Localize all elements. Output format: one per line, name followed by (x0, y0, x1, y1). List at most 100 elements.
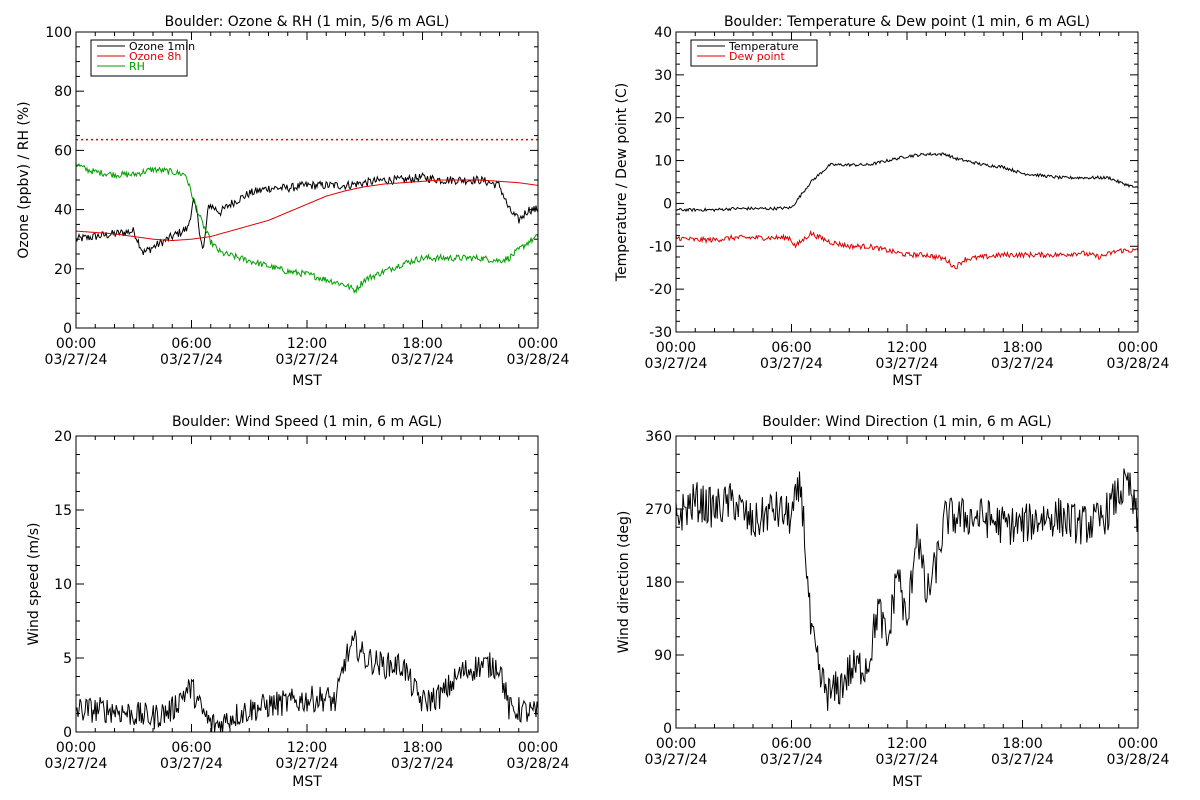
x-tick-time: 00:00 (656, 340, 696, 356)
y-ticks: 0 5 10 15 20 (54, 429, 538, 741)
x-ticks: 00:0003/27/2406:0003/27/2412:0003/27/241… (645, 436, 1170, 768)
series-line (675, 468, 1139, 711)
x-tick-date: 03/27/24 (45, 756, 108, 772)
legend-entry: Ozone 8h (129, 50, 181, 63)
x-ticks: 00:0003/27/2406:0003/27/2412:0003/27/241… (45, 436, 570, 772)
x-tick-date: 03/28/24 (507, 756, 570, 772)
series-line (75, 630, 539, 733)
x-tick-time: 18:00 (1002, 340, 1042, 356)
chart-title: Boulder: Temperature & Dew point (1 min,… (724, 14, 1090, 30)
y-tick-label: 270 (645, 502, 672, 518)
y-tick-label: 10 (54, 577, 72, 593)
x-tick-date: 03/27/24 (276, 352, 339, 368)
y-tick-label: -20 (649, 282, 672, 298)
legend-entry: RH (129, 60, 145, 73)
x-axis-label: MST (292, 373, 322, 389)
y-axis-label: Wind speed (m/s) (26, 523, 42, 646)
plot-frame (675, 435, 1139, 729)
series-line (75, 179, 539, 241)
legend-entry: Temperature (728, 40, 799, 53)
y-tick-label: 10 (654, 154, 672, 170)
plot-area (75, 163, 539, 294)
plot-area (675, 151, 1139, 270)
y-tick-label: 90 (654, 648, 672, 664)
chart-title: Boulder: Ozone & RH (1 min, 5/6 m AGL) (165, 14, 450, 30)
x-tick-date: 03/27/24 (991, 356, 1054, 372)
chart-wind-direction: Boulder: Wind Direction (1 min, 6 m AGL)… (616, 414, 1170, 790)
x-tick-date: 03/28/24 (1107, 356, 1170, 372)
y-tick-label: 80 (54, 84, 72, 100)
x-tick-time: 18:00 (1002, 736, 1042, 752)
y-tick-label: 180 (645, 575, 672, 591)
x-tick-date: 03/27/24 (645, 356, 708, 372)
chart-title: Boulder: Wind Speed (1 min, 6 m AGL) (172, 414, 442, 430)
chart-ozone-rh: Boulder: Ozone & RH (1 min, 5/6 m AGL) O… (16, 14, 570, 389)
legend-entry: Ozone 1min (129, 40, 195, 53)
y-ticks: 0 20 40 60 80 100 (45, 25, 538, 337)
x-tick-time: 00:00 (56, 336, 96, 352)
x-tick-time: 06:00 (771, 736, 811, 752)
plot-area (75, 630, 539, 733)
x-ticks: 00:0003/27/2406:0003/27/2412:0003/27/241… (645, 32, 1170, 372)
x-tick-time: 00:00 (656, 736, 696, 752)
x-tick-time: 00:00 (1118, 340, 1158, 356)
x-tick-date: 03/28/24 (507, 352, 570, 368)
x-tick-time: 00:00 (518, 740, 558, 756)
y-tick-label: 40 (654, 25, 672, 41)
x-tick-date: 03/27/24 (391, 756, 454, 772)
x-tick-date: 03/27/24 (760, 356, 823, 372)
series-line (675, 229, 1139, 270)
y-ticks: -30 -20 -10 0 10 20 30 40 (649, 25, 1138, 341)
x-axis-label: MST (892, 774, 922, 790)
plot-area (675, 468, 1139, 711)
series-line (75, 171, 539, 256)
x-tick-date: 03/27/24 (991, 752, 1054, 768)
x-tick-time: 00:00 (56, 740, 96, 756)
y-tick-label: 60 (54, 143, 72, 159)
y-tick-label: 360 (645, 429, 672, 445)
y-tick-label: 40 (54, 203, 72, 219)
x-tick-date: 03/27/24 (276, 756, 339, 772)
plot-frame (75, 435, 539, 733)
x-tick-time: 06:00 (171, 740, 211, 756)
x-tick-time: 12:00 (287, 336, 327, 352)
y-tick-label: -30 (649, 325, 672, 341)
y-tick-label: 5 (63, 651, 72, 667)
legend-box (690, 39, 818, 67)
x-tick-date: 03/27/24 (876, 752, 939, 768)
chart-temperature-dewpoint: Boulder: Temperature & Dew point (1 min,… (614, 14, 1170, 389)
x-tick-date: 03/27/24 (45, 352, 108, 368)
x-tick-time: 12:00 (887, 340, 927, 356)
x-axis-label: MST (892, 373, 922, 389)
legend-entry: Dew point (729, 50, 785, 63)
x-tick-time: 12:00 (887, 736, 927, 752)
x-tick-date: 03/27/24 (645, 752, 708, 768)
x-tick-date: 03/27/24 (160, 756, 223, 772)
y-ticks: 0 90 180 270 360 (645, 429, 1138, 737)
y-tick-label: 20 (54, 262, 72, 278)
x-tick-time: 06:00 (171, 336, 211, 352)
y-axis-label: Wind direction (deg) (616, 511, 632, 654)
y-tick-label: 0 (663, 196, 672, 212)
x-tick-time: 00:00 (518, 336, 558, 352)
plot-frame (675, 31, 1139, 333)
y-axis-label: Ozone (ppbv) / RH (%) (16, 101, 32, 258)
x-tick-date: 03/27/24 (760, 752, 823, 768)
x-tick-time: 12:00 (287, 740, 327, 756)
y-tick-label: 30 (654, 68, 672, 84)
x-tick-date: 03/27/24 (391, 352, 454, 368)
x-tick-time: 06:00 (771, 340, 811, 356)
y-axis-label: Temperature / Dew point (C) (614, 83, 630, 282)
plot-frame (75, 31, 539, 329)
x-tick-date: 03/28/24 (1107, 752, 1170, 768)
y-tick-label: 20 (654, 111, 672, 127)
y-tick-label: 0 (663, 721, 672, 737)
x-tick-date: 03/27/24 (876, 356, 939, 372)
y-tick-label: 15 (54, 503, 72, 519)
y-tick-label: 20 (54, 429, 72, 445)
series-line (675, 151, 1139, 213)
x-tick-time: 18:00 (402, 336, 442, 352)
y-tick-label: 100 (45, 25, 72, 41)
chart-wind-speed: Boulder: Wind Speed (1 min, 6 m AGL) Win… (26, 414, 570, 790)
